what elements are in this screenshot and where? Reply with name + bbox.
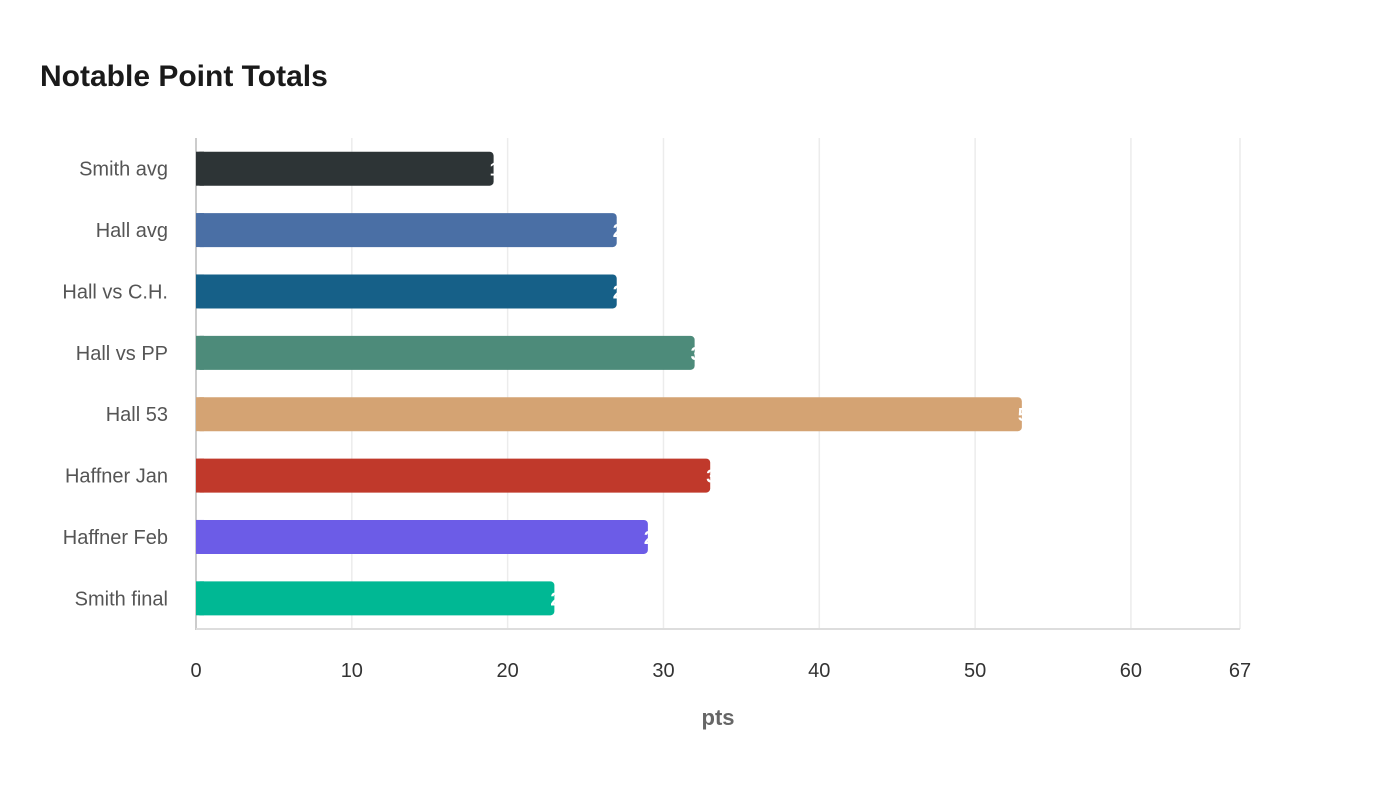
bar bbox=[196, 581, 555, 616]
category-label: Hall vs C.H. bbox=[62, 281, 168, 303]
bar bbox=[196, 335, 695, 370]
category-label: Haffner Feb bbox=[63, 527, 168, 549]
category-label: Hall vs PP bbox=[76, 343, 168, 365]
bar-base bbox=[196, 458, 204, 493]
x-axis-title: pts bbox=[702, 705, 735, 730]
bars: 19.127273253332923 bbox=[196, 151, 1038, 616]
data-label: 33 bbox=[706, 467, 726, 487]
category-labels: Smith avg Hall avg Hall vs C.H. Hall vs PP H… bbox=[62, 159, 168, 611]
x-tick-label: 60 bbox=[1120, 660, 1142, 682]
data-label: 27 bbox=[613, 282, 633, 302]
data-label: 32 bbox=[691, 344, 711, 364]
bar-base bbox=[196, 581, 204, 616]
bar bbox=[196, 458, 711, 493]
x-tick-label: 0 bbox=[190, 660, 201, 682]
data-label: 23 bbox=[550, 589, 570, 609]
bar bbox=[196, 397, 1022, 432]
bar-base bbox=[196, 274, 204, 309]
category-label: Hall avg bbox=[96, 220, 168, 242]
bar bbox=[196, 274, 617, 309]
bar bbox=[196, 519, 648, 554]
bar-base bbox=[196, 397, 204, 432]
bar-base bbox=[196, 335, 204, 370]
chart-title: Notable Point Totals bbox=[40, 60, 328, 93]
category-label: Smith final bbox=[75, 588, 168, 610]
data-label: 27 bbox=[613, 221, 633, 241]
x-tick-label: 50 bbox=[964, 660, 986, 682]
bar-base bbox=[196, 151, 204, 186]
bar-base bbox=[196, 213, 204, 248]
bar bbox=[196, 151, 494, 186]
grid-lines bbox=[351, 138, 1241, 629]
x-tick-labels: 0 10 20 30 40 50 60 67 bbox=[190, 660, 1251, 682]
bar bbox=[196, 213, 617, 248]
x-tick-label: 40 bbox=[808, 660, 830, 682]
data-label: 29 bbox=[644, 528, 664, 548]
data-label: 53 bbox=[1018, 405, 1038, 425]
bar-base bbox=[196, 519, 204, 554]
category-label: Haffner Jan bbox=[65, 466, 168, 488]
x-tick-label: 67 bbox=[1229, 660, 1251, 682]
category-label: Hall 53 bbox=[106, 404, 168, 426]
x-tick-label: 10 bbox=[341, 660, 363, 682]
x-tick-label: 20 bbox=[497, 660, 519, 682]
category-label: Smith avg bbox=[79, 159, 168, 181]
x-tick-label: 30 bbox=[652, 660, 674, 682]
